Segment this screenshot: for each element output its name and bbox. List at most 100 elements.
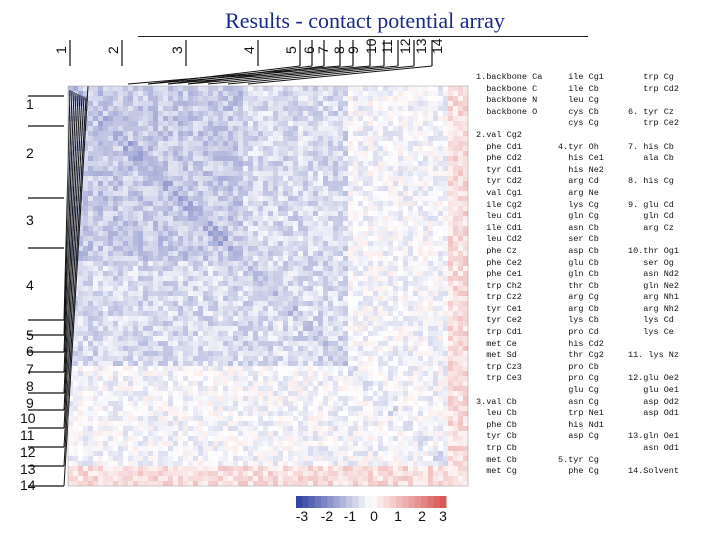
column-group-label: 7	[315, 46, 331, 54]
legend-line	[476, 118, 542, 130]
legend-line: arg Cg	[558, 292, 599, 303]
legend-line: gln Cb	[558, 269, 599, 280]
legend-line: trp Cb	[476, 443, 517, 453]
legend-line: phe Cz	[476, 245, 517, 256]
row-group-label: 12	[20, 444, 36, 460]
legend-line: leu Cg	[558, 95, 599, 106]
legend-line: glu Cg	[558, 385, 599, 396]
legend-line: leu Cd1	[476, 211, 522, 222]
legend-line	[558, 130, 604, 142]
row-leader-line	[63, 96, 85, 448]
legend-line: lys Cd	[628, 315, 674, 326]
row-leader-line	[63, 94, 81, 411]
legend-line: phe Ce2	[476, 257, 522, 268]
column-group-label: 1	[53, 46, 69, 54]
legend-line: phe Cd2	[476, 153, 522, 164]
row-group-label: 3	[26, 212, 34, 228]
column-group-label: 12	[397, 38, 413, 54]
legend-line: pro Cb	[558, 361, 599, 372]
legend-line: arg Ne	[558, 187, 599, 198]
legend-line: tyr Cd2	[476, 176, 522, 187]
column-leader-line	[167, 65, 313, 85]
legend-line: asp Od1	[628, 408, 680, 419]
legend-line: 1.backbone Ca	[476, 72, 543, 82]
colorbar-tick: 2	[418, 508, 426, 524]
legend-line: phe Cg	[558, 466, 599, 477]
legend-line	[558, 443, 604, 455]
legend-line: 12.glu Oe2	[628, 373, 680, 384]
legend-line: asn Nd2	[628, 269, 680, 280]
legend-line: lys Cb	[558, 315, 599, 326]
legend-line: gln Cg	[558, 211, 599, 222]
row-group-label: 8	[26, 378, 34, 394]
column-group-label: 4	[241, 46, 257, 54]
legend-line: 11. lys Nz	[628, 350, 680, 361]
column-leader-line	[127, 65, 341, 85]
legend-line: cys Cg	[558, 118, 599, 129]
legend-line: 10.thr Og1	[628, 245, 680, 256]
legend-line: trp Cz3	[476, 361, 522, 372]
column-group-label: 10	[363, 38, 379, 54]
legend-line: 14.Solvent	[628, 466, 680, 477]
column-group-label: 5	[283, 46, 299, 54]
legend-line: trp Ch2	[476, 280, 522, 291]
colorbar-tick: 0	[370, 508, 378, 524]
row-leader-line	[63, 95, 83, 429]
legend-line: his Cd2	[558, 338, 604, 349]
column-leader-line	[187, 65, 385, 85]
legend-line: ile Cg2	[476, 199, 522, 210]
column-leader-line	[167, 65, 371, 85]
legend-line	[628, 234, 679, 246]
colorbar-tick: -1	[343, 508, 357, 524]
column-group-label: 2	[105, 46, 121, 54]
legend-line: lys Ce	[628, 327, 674, 338]
row-leader-line	[63, 92, 77, 373]
legend-line: leu Cd2	[476, 234, 522, 245]
legend-column-2: ile Cg1 ile Cb leu Cg cys Cb cys Cg 4.tyr…	[558, 72, 604, 478]
legend-line: backbone O	[476, 106, 538, 117]
legend-line: arg Cd	[558, 176, 599, 187]
legend-line: thr Cg2	[558, 350, 604, 361]
legend-line: 13.gln Oe1	[628, 431, 680, 442]
row-group-label: 11	[20, 427, 35, 443]
colorbar-tick: -3	[295, 508, 309, 524]
row-group-label: 14	[20, 477, 36, 493]
legend-column-1: 1.backbone Ca backbone C backbone N back…	[476, 72, 542, 478]
legend-line	[628, 188, 679, 200]
legend-line: 3.val Cb	[476, 396, 517, 407]
legend-line: trp Cd2	[628, 83, 680, 94]
legend-line: 8. his Cg	[628, 176, 674, 187]
matrix-frame	[67, 85, 469, 487]
legend-line: met Cb	[476, 454, 517, 465]
row-group-label: 4	[26, 277, 34, 293]
legend-line: phe Ce1	[476, 269, 522, 280]
legend-line: asn Od1	[628, 443, 680, 453]
legend-line: tyr Cb	[476, 431, 517, 442]
legend-line: his Nd1	[558, 419, 604, 430]
legend-line: asn Cb	[558, 222, 599, 233]
column-leader-line	[227, 65, 415, 85]
legend-line: 5.tyr Cg	[558, 454, 599, 465]
legend-line: tyr Ce1	[476, 303, 522, 314]
legend-line	[628, 165, 679, 177]
colorbar-tick: 3	[439, 508, 447, 524]
legend-line	[628, 362, 679, 374]
row-group-label: 9	[26, 395, 34, 411]
legend-line: leu Cb	[476, 408, 517, 419]
column-leader-line	[147, 65, 301, 85]
legend-line: asp Cb	[558, 245, 599, 256]
legend-line: arg Cb	[558, 303, 599, 314]
legend-line: pro Cg	[558, 373, 599, 384]
page-title: Results - contact potential array	[225, 8, 505, 33]
legend-line: lys Cg	[558, 199, 599, 210]
legend-line: phe Cd1	[476, 141, 522, 152]
legend-line: trp Cz2	[476, 292, 522, 303]
column-group-label: 11	[379, 39, 395, 54]
row-leader-line	[63, 97, 87, 467]
legend-line: met Ce	[476, 338, 517, 349]
legend-line: his Ce1	[558, 153, 604, 164]
column-group-label: 13	[413, 38, 429, 54]
legend-line: arg Nh2	[628, 303, 680, 314]
legend-line: gln Ne2	[628, 280, 680, 291]
